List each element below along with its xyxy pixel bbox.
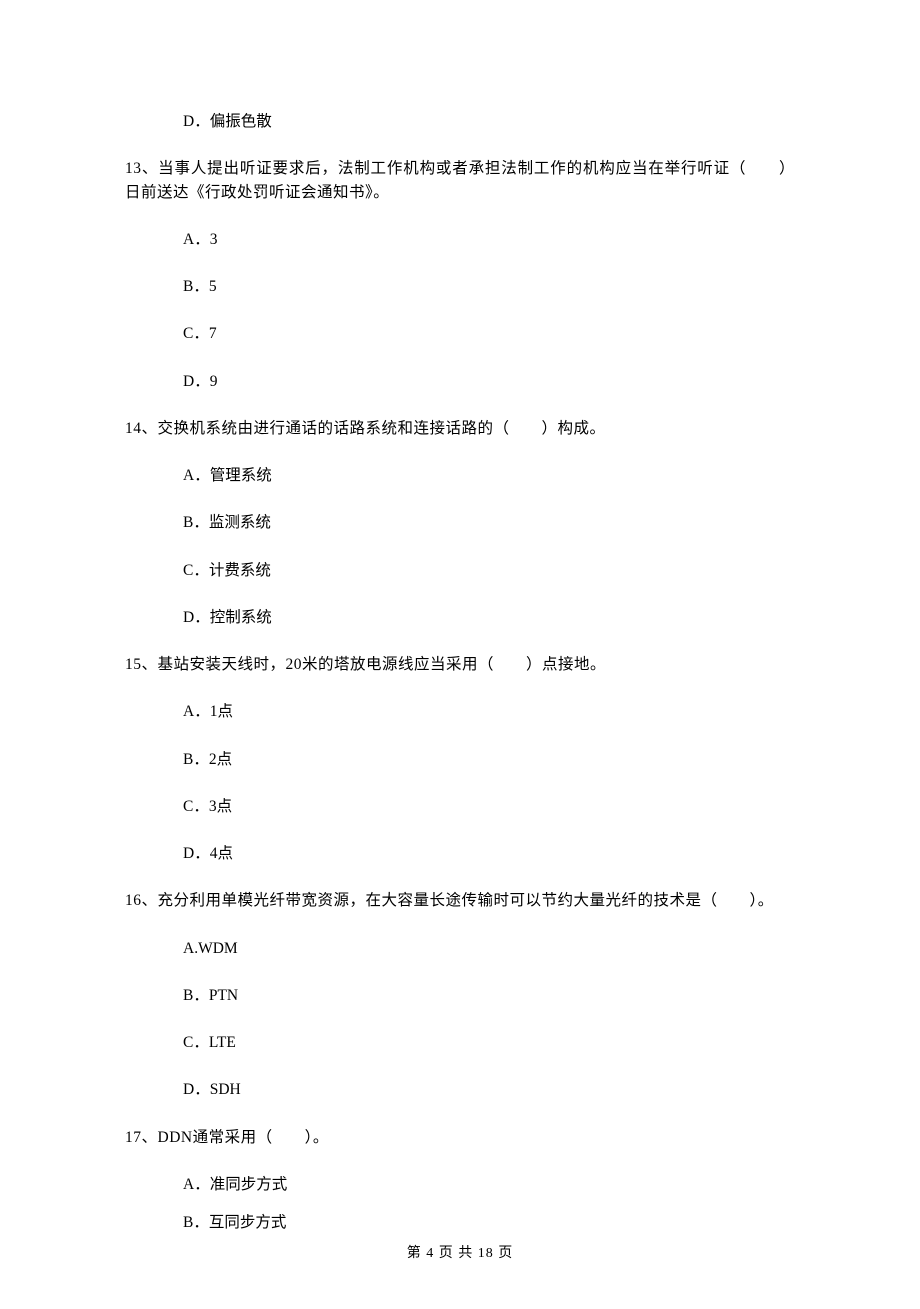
q15-option-b: B．2点 (125, 748, 795, 771)
q15-option-d: D．4点 (125, 842, 795, 865)
q16-stem: 16、充分利用单模光纤带宽资源，在大容量长途传输时可以节约大量光纤的技术是（ ）… (125, 889, 795, 912)
q17-stem: 17、DDN通常采用（ ）。 (125, 1126, 795, 1149)
q16-option-d: D．SDH (125, 1078, 795, 1101)
q16-option-b: B．PTN (125, 984, 795, 1007)
q13-stem: 13、当事人提出听证要求后，法制工作机构或者承担法制工作的机构应当在举行听证（ … (125, 157, 795, 204)
q13-option-d: D．9 (125, 370, 795, 393)
q12-option-d: D．偏振色散 (125, 110, 795, 133)
q15-option-a: A．1点 (125, 700, 795, 723)
q16-option-c: C．LTE (125, 1031, 795, 1054)
q14-option-b: B．监测系统 (125, 511, 795, 534)
q17-option-b: B．互同步方式 (125, 1211, 795, 1234)
q15-stem: 15、基站安装天线时，20米的塔放电源线应当采用（ ）点接地。 (125, 653, 795, 676)
q14-option-a: A．管理系统 (125, 464, 795, 487)
q14-option-c: C．计费系统 (125, 559, 795, 582)
q13-option-c: C．7 (125, 322, 795, 345)
page-container: D．偏振色散 13、当事人提出听证要求后，法制工作机构或者承担法制工作的机构应当… (0, 0, 920, 1309)
q14-stem: 14、交换机系统由进行通话的话路系统和连接话路的（ ）构成。 (125, 417, 795, 440)
page-footer: 第 4 页 共 18 页 (0, 1243, 920, 1264)
q13-option-b: B．5 (125, 275, 795, 298)
q16-option-a: A.WDM (125, 937, 795, 960)
q13-option-a: A．3 (125, 228, 795, 251)
q14-option-d: D．控制系统 (125, 606, 795, 629)
q17-option-a: A．准同步方式 (125, 1173, 795, 1196)
q15-option-c: C．3点 (125, 795, 795, 818)
